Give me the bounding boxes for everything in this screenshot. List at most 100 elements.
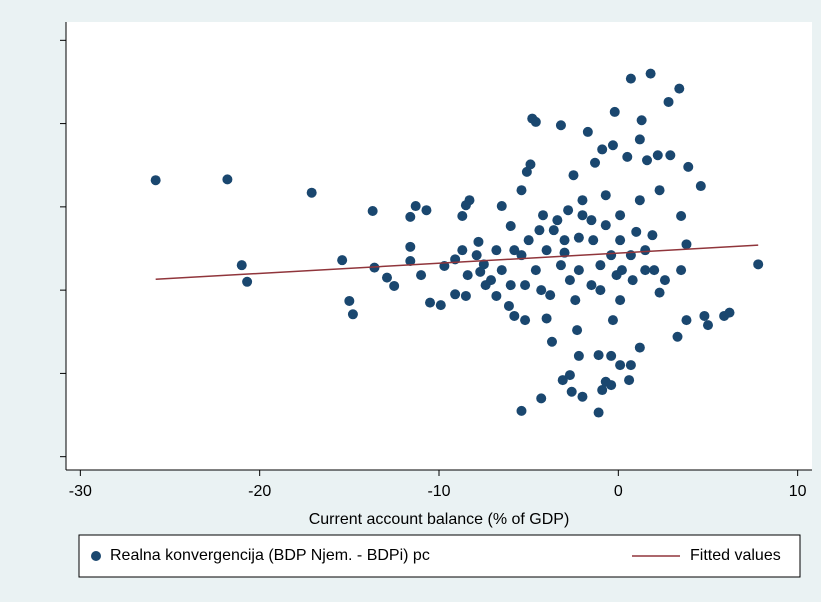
scatter-point bbox=[534, 225, 545, 236]
scatter-point bbox=[516, 250, 527, 261]
scatter-point bbox=[546, 336, 557, 347]
scatter-point bbox=[570, 295, 581, 306]
fitted-line bbox=[155, 244, 759, 281]
scatter-point bbox=[545, 290, 556, 301]
scatter-point bbox=[462, 270, 473, 281]
scatter-point bbox=[473, 236, 484, 247]
scatter-point bbox=[405, 211, 416, 222]
scatter-point bbox=[753, 259, 764, 270]
scatter-point bbox=[615, 360, 626, 371]
scatter-point bbox=[600, 220, 611, 231]
scatter-point bbox=[405, 241, 416, 252]
x-tick-label: -10 bbox=[427, 483, 450, 500]
scatter-point bbox=[381, 272, 392, 283]
scatter-point bbox=[516, 185, 527, 196]
scatter-point bbox=[471, 250, 482, 261]
scatter-point bbox=[625, 73, 636, 84]
scatter-point bbox=[595, 260, 606, 271]
scatter-point bbox=[548, 225, 559, 236]
scatter-point bbox=[600, 190, 611, 201]
scatter-point bbox=[642, 155, 653, 166]
scatter-point bbox=[681, 315, 692, 326]
scatter-point bbox=[588, 235, 599, 246]
scatter-point bbox=[615, 210, 626, 221]
scatter-point bbox=[557, 375, 568, 386]
scatter-point bbox=[615, 235, 626, 246]
scatter-point bbox=[606, 380, 617, 391]
scatter-point bbox=[457, 245, 468, 256]
scatter-point bbox=[645, 68, 656, 79]
scatter-point bbox=[672, 331, 683, 342]
scatter-point bbox=[555, 260, 566, 271]
scatter-point bbox=[649, 265, 660, 276]
scatter-point bbox=[654, 185, 665, 196]
scatter-point bbox=[593, 350, 604, 361]
scatter-point bbox=[593, 407, 604, 418]
scatter-point bbox=[538, 210, 549, 221]
legend-label: Realna konvergencija (BDP Njem. - BDPi) … bbox=[110, 547, 430, 564]
scatter-point bbox=[676, 211, 687, 222]
scatter-point bbox=[566, 386, 577, 397]
scatter-point bbox=[536, 393, 547, 404]
scatter-point bbox=[520, 280, 531, 291]
scatter-point bbox=[647, 230, 658, 241]
scatter-point bbox=[564, 275, 575, 286]
scatter-point bbox=[480, 280, 491, 291]
scatter-point bbox=[622, 151, 633, 162]
scatter-point bbox=[559, 247, 570, 258]
scatter-point bbox=[634, 342, 645, 353]
scatter-point bbox=[347, 309, 358, 320]
scatter-point bbox=[572, 325, 583, 336]
scatter-point bbox=[521, 166, 532, 177]
scatter-point bbox=[573, 265, 584, 276]
scatter-point bbox=[337, 255, 348, 266]
scatter-point bbox=[520, 315, 531, 326]
scatter-point bbox=[509, 310, 520, 321]
x-axis-title: Current account balance (% of GDP) bbox=[309, 511, 570, 528]
scatter-point bbox=[525, 159, 536, 170]
scatter-point bbox=[389, 280, 400, 291]
scatter-point bbox=[615, 295, 626, 306]
scatter-point bbox=[425, 297, 436, 308]
scatter-point bbox=[695, 181, 706, 192]
scatter-point bbox=[516, 405, 527, 416]
scatter-point bbox=[636, 115, 647, 126]
scatter-point bbox=[634, 134, 645, 145]
scatter-point bbox=[663, 96, 674, 107]
scatter-point bbox=[450, 289, 461, 300]
scatter-point bbox=[702, 320, 713, 331]
scatter-point bbox=[640, 245, 651, 256]
scatter-point bbox=[496, 265, 507, 276]
scatter-point bbox=[659, 275, 670, 286]
scatter-point bbox=[306, 187, 317, 198]
scatter-point bbox=[625, 360, 636, 371]
scatter-point bbox=[496, 201, 507, 212]
plot-area bbox=[66, 22, 812, 470]
scatter-point bbox=[416, 270, 427, 281]
scatter-point bbox=[665, 150, 676, 161]
scatter-point bbox=[652, 150, 663, 161]
scatter-point bbox=[577, 391, 588, 402]
scatter-point bbox=[590, 157, 601, 168]
scatter-point bbox=[236, 260, 247, 271]
scatter-point bbox=[681, 239, 692, 250]
scatter-point bbox=[344, 295, 355, 306]
x-tick-label: 10 bbox=[789, 483, 807, 500]
scatter-point bbox=[491, 290, 502, 301]
scatter-point bbox=[435, 300, 446, 311]
scatter-point bbox=[475, 266, 486, 277]
scatter-point bbox=[523, 235, 534, 246]
scatter-point bbox=[222, 174, 233, 185]
scatter-point bbox=[150, 175, 161, 186]
scatter-point bbox=[640, 265, 651, 276]
scatter-point bbox=[555, 120, 566, 131]
scatter-point bbox=[582, 126, 593, 137]
scatter-point bbox=[552, 215, 563, 226]
scatter-point bbox=[595, 285, 606, 296]
scatter-point bbox=[683, 161, 694, 172]
scatter-point bbox=[460, 200, 471, 211]
scatter-point bbox=[491, 245, 502, 256]
scatter-point bbox=[607, 315, 618, 326]
scatter-point bbox=[564, 370, 575, 381]
legend-marker bbox=[91, 551, 101, 561]
